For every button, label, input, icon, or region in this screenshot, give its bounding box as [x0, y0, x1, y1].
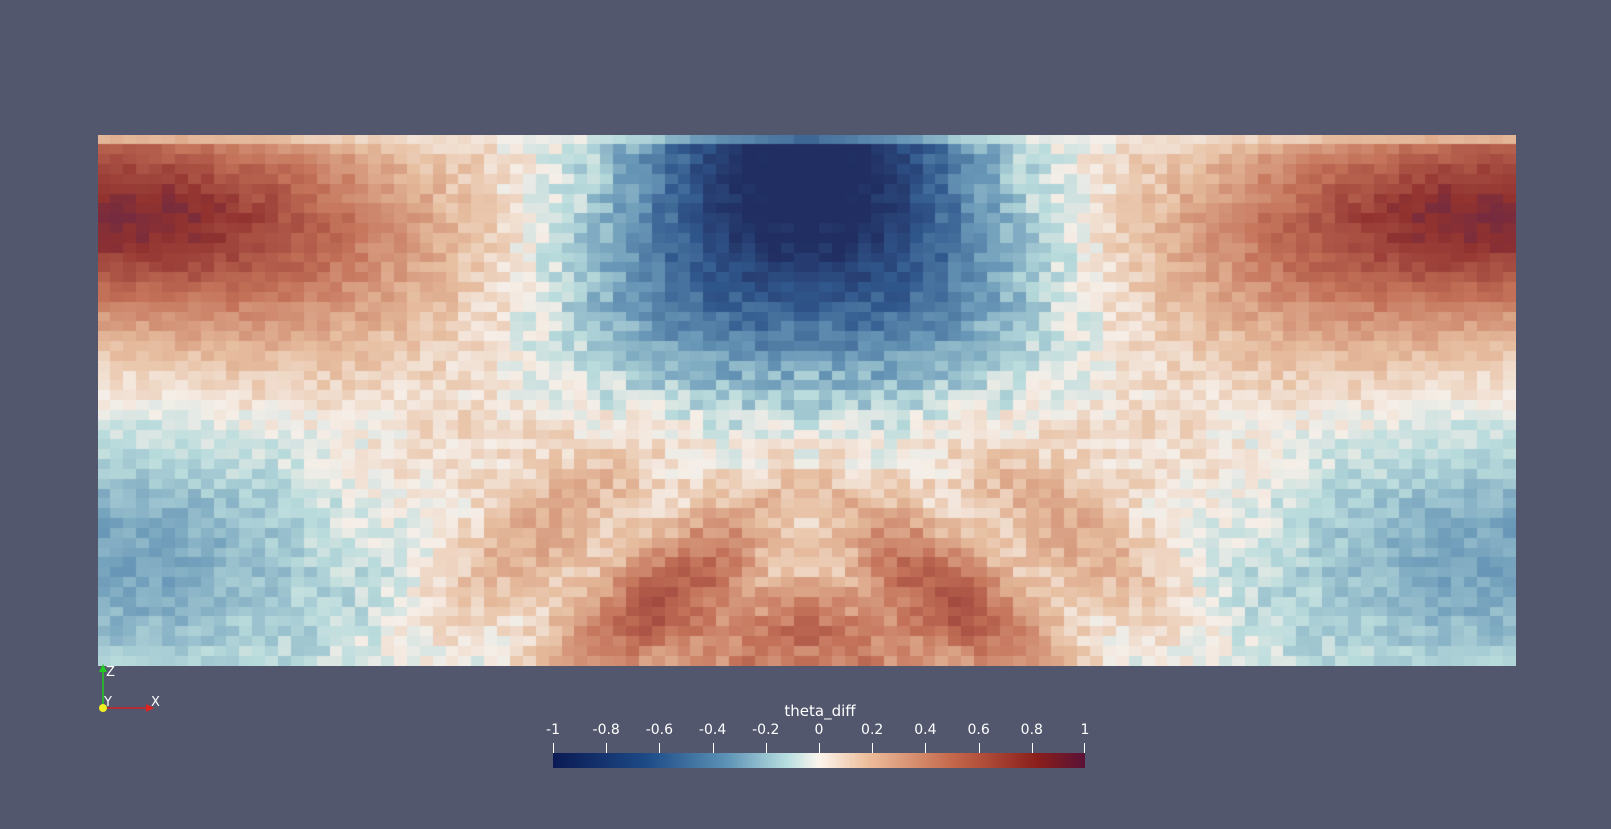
scalar-bar-tick-mark	[819, 743, 820, 754]
scalar-bar-tick-label: -0.2	[752, 722, 780, 738]
scalar-bar-tick-mark	[606, 743, 607, 754]
scalar-bar-tick-label: -0.8	[592, 722, 620, 738]
scalar-bar-tick-label: -1	[546, 722, 560, 738]
scalar-bar-tick-marks	[553, 740, 1085, 754]
scalar-bar-tick-label: -0.4	[698, 722, 727, 738]
scalar-bar-tick-label: 0.4	[914, 722, 937, 738]
x-axis-label: X	[151, 695, 160, 710]
scalar-bar-tick-mark	[766, 743, 767, 754]
scalar-bar-tick-label: 1	[1080, 722, 1090, 738]
z-axis-arrowhead	[99, 664, 107, 672]
scalar-bar-tick-labels: -1 -0.8 -0.6 -0.4 -0.2 0 0.2 0.4 0.6 0.8 1	[540, 722, 1100, 740]
scalar-bar-tick-label: 0.2	[861, 722, 884, 738]
theta-diff-field-plot[interactable]	[98, 135, 1516, 666]
scalar-bar-tick-mark	[713, 743, 714, 754]
scalar-bar-tick-label: -0.6	[645, 722, 674, 738]
scalar-bar-tick-mark	[1084, 743, 1085, 754]
scalar-bar-tick-mark	[979, 743, 980, 754]
z-axis-label: Z	[106, 665, 115, 680]
scalar-bar-tick-label: 0.6	[967, 722, 990, 738]
scalar-bar-tick-mark	[659, 743, 660, 754]
scalar-bar-legend[interactable]: theta_diff -1 -0.8 -0.6 -0.4 -0.2 0 0.2 0.4 0.6 0…	[540, 700, 1100, 770]
scalar-bar-tick-mark	[925, 743, 926, 754]
scalar-bar-tick-mark	[872, 743, 873, 754]
scalar-bar-title: theta_diff	[784, 702, 856, 720]
scalar-bar-tick-label: 0	[814, 722, 824, 738]
y-axis-label: Y	[103, 695, 112, 710]
x-axis-arrowhead	[146, 704, 154, 712]
scalar-bar-tick-label: 0.8	[1020, 722, 1043, 738]
scalar-bar-tick-mark	[1032, 743, 1033, 754]
scalar-bar-tick-mark	[553, 743, 554, 754]
orientation-axes-widget: Z Y X	[99, 664, 160, 712]
y-axis-dot	[99, 704, 107, 712]
scalar-bar-color-ramp	[553, 753, 1085, 768]
